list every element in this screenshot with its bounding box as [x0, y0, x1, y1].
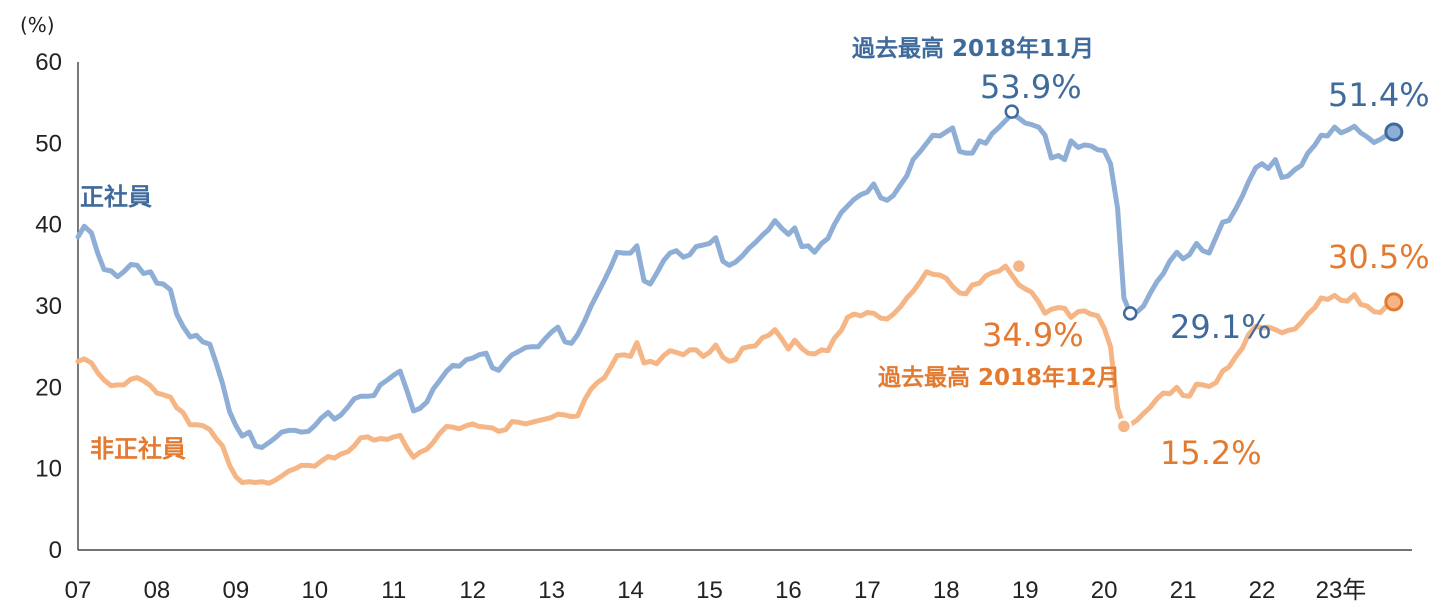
peak-regular-title: 過去最高 2018年11月 [852, 35, 1094, 62]
x-tick-label: 14 [617, 577, 644, 604]
x-tick-label: 19 [1012, 577, 1039, 604]
y-tick-label: 60 [35, 49, 62, 76]
point-marker [1384, 122, 1404, 142]
x-tick-label: 18 [933, 577, 960, 604]
x-tick-label: 11 [381, 577, 406, 604]
x-tick-label: 13 [538, 577, 565, 604]
y-tick-label: 50 [35, 130, 62, 157]
x-tick-label: 10 [301, 577, 328, 604]
series-lines [75, 111, 1397, 486]
point-marker [1004, 104, 1020, 119]
low-nonregular-value: 15.2% [1160, 434, 1262, 472]
y-tick-label: 40 [35, 212, 62, 239]
low-regular-value: 29.1% [1170, 308, 1272, 346]
x-tick-label: 16 [775, 577, 802, 604]
peak-nonregular-title: 過去最高 2018年12月 [878, 364, 1120, 391]
y-tick-label: 0 [49, 537, 62, 564]
x-tick-label: 12 [459, 577, 486, 604]
peak-nonregular-value: 34.9% [982, 316, 1084, 354]
x-tick-label: 09 [223, 577, 250, 604]
x-tick-label: 15 [696, 577, 723, 604]
point-markers [1004, 104, 1404, 435]
series-line-1 [75, 263, 1397, 486]
last-nonregular-value: 30.5% [1328, 238, 1430, 276]
x-tick-label: 07 [65, 577, 92, 604]
series-line-0 [75, 111, 1397, 450]
series-label-regular: 正社員 [80, 183, 152, 211]
y-ticks: 0 10 20 30 40 50 60 [35, 49, 62, 564]
point-marker [1122, 306, 1138, 321]
peak-regular-value: 53.9% [980, 68, 1082, 106]
last-regular-value: 51.4% [1328, 76, 1430, 114]
point-marker [1384, 292, 1404, 312]
point-marker [1010, 257, 1028, 275]
y-tick-label: 20 [35, 374, 62, 401]
x-tick-label: 22 [1249, 577, 1276, 604]
x-ticks: 07 08 09 10 11 12 13 14 15 16 17 18 19 20 21 22 23年 [65, 577, 1367, 604]
point-marker [1115, 418, 1133, 435]
x-tick-label: 08 [144, 577, 171, 604]
x-tick-label: 17 [854, 577, 881, 604]
x-tick-label: 20 [1091, 577, 1118, 604]
y-unit-label: (%) [20, 13, 55, 37]
series-label-nonregular: 非正社員 [90, 435, 186, 463]
y-tick-label: 10 [35, 456, 62, 483]
y-tick-label: 30 [35, 293, 62, 320]
x-tick-label: 23年 [1316, 577, 1367, 604]
x-tick-label: 21 [1170, 577, 1197, 604]
